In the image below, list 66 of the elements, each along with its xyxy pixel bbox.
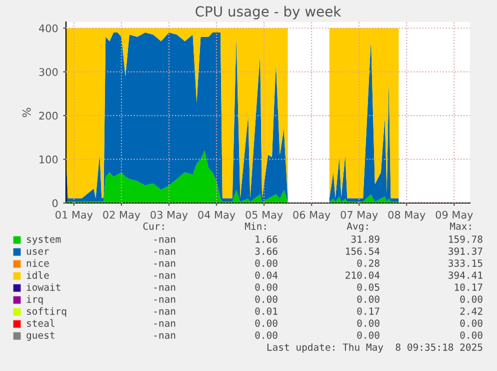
legend-label: iowait xyxy=(26,283,60,291)
x-tick-label: 02 May xyxy=(103,210,140,221)
text: -nan xyxy=(154,321,176,327)
legend-label: system xyxy=(27,236,61,245)
text: -nan xyxy=(154,261,176,267)
text: 159.78 xyxy=(449,235,482,243)
text: 156.54 xyxy=(346,247,380,255)
text: 0.00 xyxy=(460,319,482,327)
text: -nan xyxy=(154,309,176,315)
x-tick-label: 06 May xyxy=(293,210,330,221)
text: -nan xyxy=(154,285,176,291)
text: 0.00 xyxy=(460,331,482,339)
y-tick-label: 200 xyxy=(39,112,58,120)
text: 0.00 xyxy=(255,331,278,339)
chart-title: CPU usage - by week xyxy=(196,6,342,20)
text: 0.00 xyxy=(255,319,278,327)
text: 0.01 xyxy=(255,307,278,315)
text: 0.00 xyxy=(460,295,482,303)
x-tick-label: 09 May xyxy=(436,210,473,221)
text: 394.41 xyxy=(448,271,482,279)
legend-label: irq xyxy=(26,295,43,305)
text: Cur: xyxy=(143,222,164,230)
text: 0.04 xyxy=(255,271,278,279)
legend-label: idle xyxy=(26,271,49,279)
x-tick-label: 04 May xyxy=(198,210,236,221)
legend-label: steal xyxy=(27,319,54,327)
text: 31.89 xyxy=(351,235,380,243)
y-tick-label: 100 xyxy=(40,156,58,164)
y-tick-label: 400 xyxy=(38,24,58,32)
text: 0.00 xyxy=(255,295,278,303)
text: -nan xyxy=(154,297,176,303)
y-tick-label: 0 xyxy=(52,199,58,208)
text: 3.66 xyxy=(255,247,278,255)
text: 0.05 xyxy=(357,283,380,291)
legend-label: user xyxy=(26,249,50,255)
y-axis-title: % xyxy=(22,108,31,118)
text: Max: xyxy=(450,222,471,230)
text: 391.37 xyxy=(448,247,482,255)
text: 0.00 xyxy=(357,331,380,339)
text: 2.42 xyxy=(460,307,482,315)
x-tick-label: 01 May xyxy=(56,210,93,221)
text: 10.17 xyxy=(454,283,482,291)
text: 0.17 xyxy=(357,307,380,315)
text: 0.00 xyxy=(255,259,278,267)
text: 0.00 xyxy=(255,283,278,291)
text: 1.66 xyxy=(256,235,278,243)
text: 210.04 xyxy=(346,271,380,279)
legend-label: nice xyxy=(26,259,49,267)
text: -nan xyxy=(154,273,176,279)
text: 333.15 xyxy=(448,259,482,267)
x-tick-label: 03 May xyxy=(150,210,188,221)
x-tick-label: 08 May xyxy=(388,210,426,221)
text: Last update: Thu May 8 09:35:18 2025 xyxy=(267,343,482,353)
text: 0.00 xyxy=(357,319,380,327)
y-tick-label: 300 xyxy=(39,68,58,76)
text: -nan xyxy=(154,237,176,243)
text: -nan xyxy=(154,249,176,255)
text: Avg: xyxy=(346,222,368,232)
text: -nan xyxy=(154,333,176,339)
text: 0.00 xyxy=(357,295,380,303)
legend-label: softirq xyxy=(27,307,66,317)
text: 0.28 xyxy=(357,259,380,267)
legend-label: guest xyxy=(26,332,54,341)
x-tick-label: 05 May xyxy=(246,210,283,221)
x-tick-label: 07 May xyxy=(340,210,378,221)
text: Min: xyxy=(245,222,266,230)
